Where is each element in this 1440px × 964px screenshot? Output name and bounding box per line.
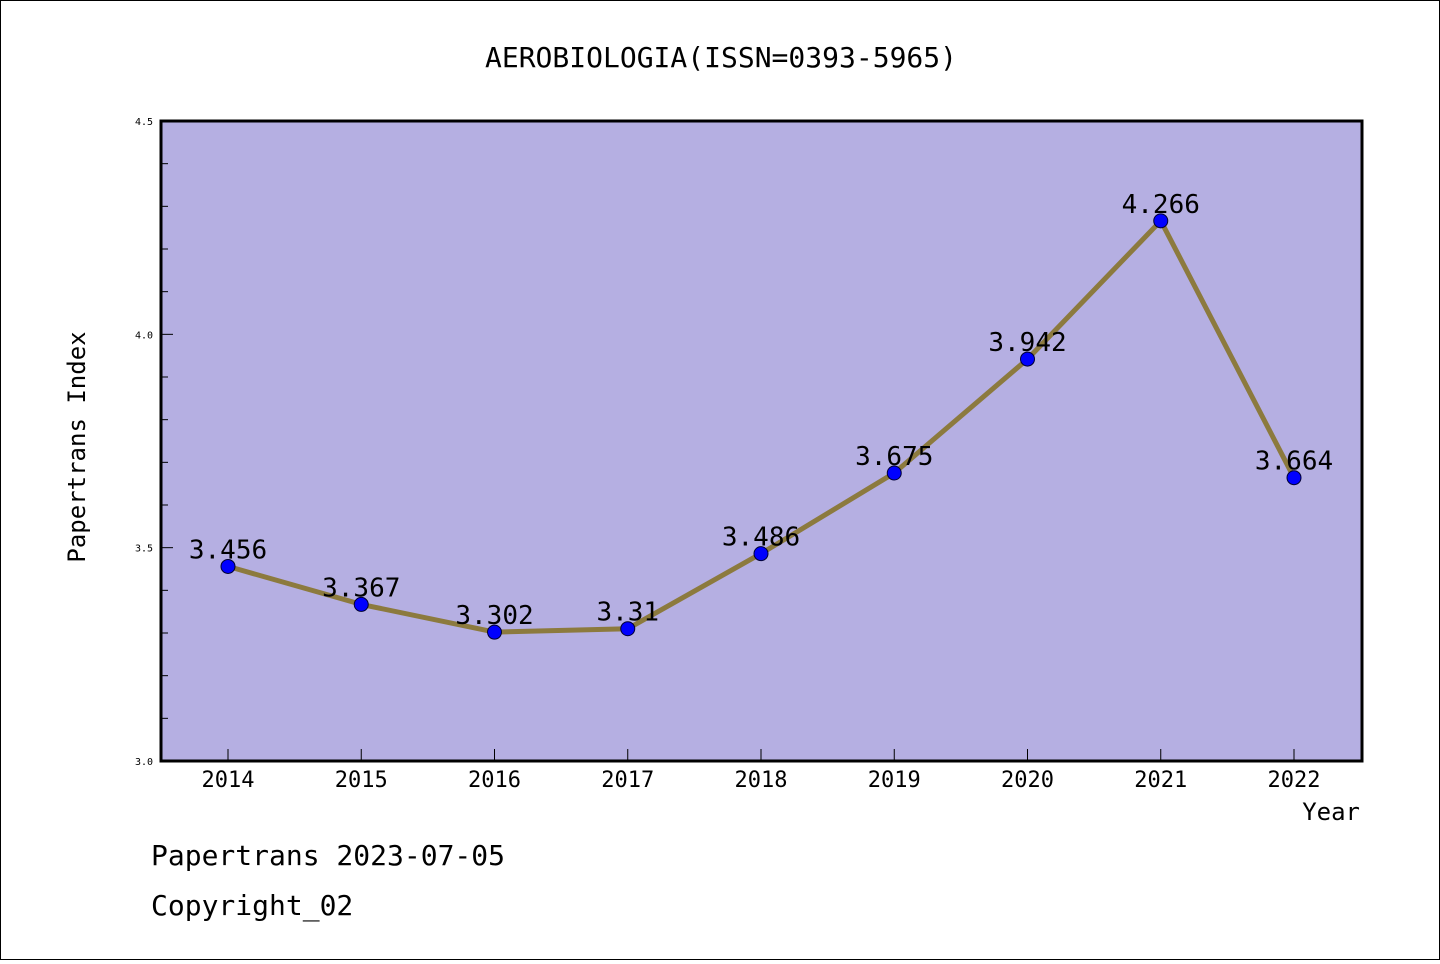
data-point: [1020, 351, 1035, 367]
x-tick-label: 2015: [335, 768, 388, 793]
data-label: 3.942: [988, 328, 1066, 358]
x-axis-ticks: 2014 2015 2016 2017 2018 2019 2020 2021 2022: [202, 749, 1321, 793]
data-label: 3.675: [855, 442, 933, 472]
data-label: 3.31: [596, 598, 659, 628]
data-labels: 3.456 3.367 3.302 3.31 3.486 3.675 3.942 4.266 3…: [189, 190, 1333, 631]
chart-title: AEROBIOLOGIA(ISSN=0393-5965): [485, 41, 957, 74]
x-axis-label: Year: [1302, 798, 1360, 826]
footer-source-line: Papertrans 2023-07-05: [151, 839, 505, 872]
x-tick-label: 2019: [868, 768, 921, 793]
x-tick-label: 2017: [601, 768, 654, 793]
y-axis-ticks: 3.0 3.5 4.0 4.5: [135, 117, 173, 768]
y-tick-label: 4.0: [135, 330, 153, 341]
data-label: 4.266: [1122, 190, 1200, 220]
data-label: 3.486: [722, 523, 800, 553]
x-tick-label: 2016: [468, 768, 521, 793]
x-tick-label: 2014: [202, 768, 255, 793]
data-point: [620, 621, 636, 637]
data-label: 3.664: [1255, 447, 1333, 477]
data-point: [886, 465, 902, 481]
y-tick-label: 3.0: [135, 757, 153, 768]
data-point: [487, 624, 502, 640]
data-point: [220, 558, 236, 574]
y-tick-label: 3.5: [135, 544, 153, 555]
data-point: [753, 546, 769, 562]
data-label: 3.302: [455, 601, 533, 631]
y-tick-label: 4.5: [135, 117, 153, 128]
data-label: 3.367: [322, 573, 400, 603]
data-label: 3.456: [189, 535, 267, 565]
footer-copyright: Copyright_02: [151, 889, 353, 923]
data-point: [1153, 213, 1169, 229]
x-tick-label: 2020: [1001, 768, 1054, 793]
series-markers: [220, 213, 1302, 640]
data-point: [353, 596, 369, 612]
x-tick-label: 2021: [1134, 768, 1187, 793]
x-tick-label: 2018: [735, 768, 788, 793]
y-axis-label: Papertrans Index: [63, 331, 91, 562]
data-point: [1286, 470, 1302, 486]
x-tick-label: 2022: [1268, 768, 1321, 793]
